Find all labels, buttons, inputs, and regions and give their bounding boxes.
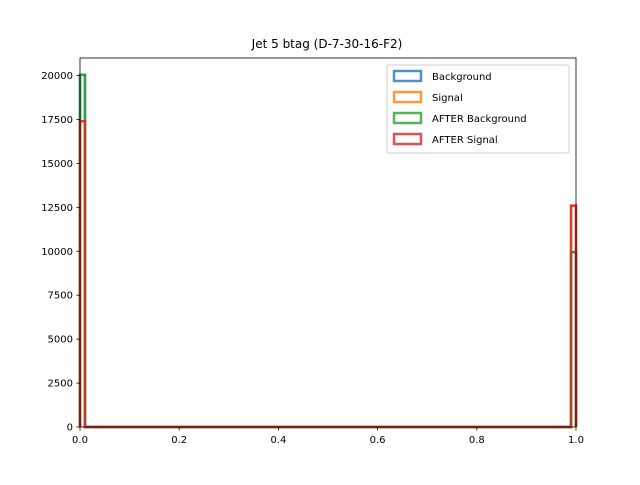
y-tick-label: 17500 [41,115,73,126]
legend-swatch-after-background [392,111,423,125]
axes-frame [79,57,577,428]
y-tick-label: 0 [67,423,73,434]
legend: Background Signal AFTER Background AFTER Si… [386,64,570,154]
y-tick-label: 5000 [48,335,73,346]
legend-box [386,64,570,154]
x-tick-label: 1.0 [568,435,584,446]
x-axis: 0.0 0.2 0.4 0.6 0.8 1.0 [72,427,584,446]
legend-swatch-background [392,69,423,83]
y-axis: 0 2500 5000 7500 10000 12500 15000 17500 20000 [41,71,80,434]
chart-title: Jet 5 btag (D-7-30-16-F2) [251,37,403,51]
legend-label-background: Background [432,72,492,83]
x-tick-label: 0.4 [270,435,286,446]
y-tick-label: 20000 [41,71,73,82]
x-tick-label: 0.8 [469,435,485,446]
x-tick-label: 0.6 [370,435,386,446]
y-tick-label: 2500 [48,379,73,390]
series-signal [78,120,578,429]
legend-label-signal: Signal [432,93,463,104]
legend-label-after-signal: AFTER Signal [432,135,498,146]
y-tick-label: 12500 [41,203,73,214]
y-tick-label: 10000 [41,247,73,258]
legend-swatch-after-signal [392,132,423,146]
y-tick-label: 15000 [41,159,73,170]
y-tick-label: 7500 [48,291,73,302]
series-after-signal [78,120,578,429]
x-tick-label: 0.0 [72,435,88,446]
x-tick-label: 0.2 [171,435,187,446]
legend-label-after-background: AFTER Background [432,114,527,125]
legend-swatch-signal [392,90,423,104]
